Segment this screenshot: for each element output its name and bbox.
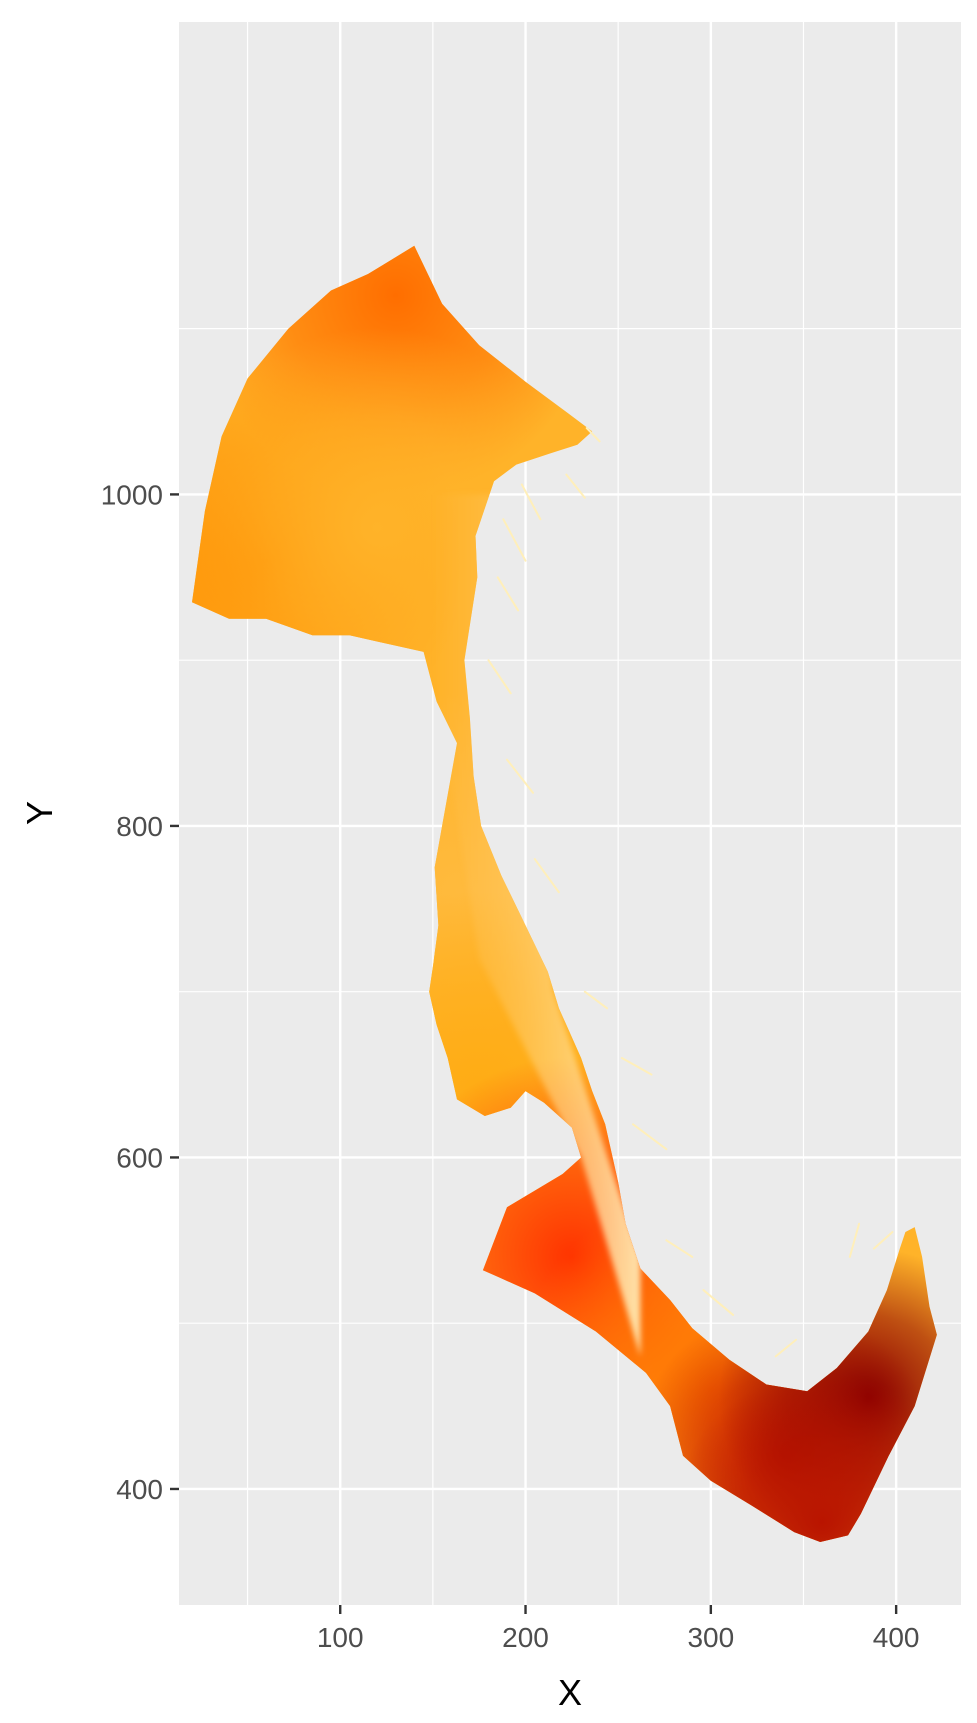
coastal-inlet <box>620 1056 653 1076</box>
coastal-inlet <box>702 1289 735 1316</box>
coastal-inlet <box>505 758 534 794</box>
y-tick-label: 1000 <box>101 479 163 510</box>
coastal-fringe <box>487 427 894 1358</box>
coastal-inlet <box>496 576 520 612</box>
x-tick-label: 100 <box>317 1622 364 1653</box>
coastal-inlet <box>665 1239 694 1258</box>
x-axis: 100 200 300 400 <box>317 1605 920 1653</box>
y-axis-title: Y <box>19 801 60 825</box>
coastal-inlet <box>632 1123 668 1151</box>
coastal-inlet <box>774 1338 798 1358</box>
y-axis: 400 600 800 1000 <box>101 479 179 1505</box>
y-tick-label: 800 <box>116 811 163 842</box>
coastal-inlet <box>533 858 560 894</box>
coastal-inlet <box>487 659 512 695</box>
coastal-inlet <box>565 473 586 499</box>
coastal-inlet <box>520 483 542 521</box>
x-tick-label: 400 <box>873 1622 920 1653</box>
x-axis-title: X <box>558 1672 582 1713</box>
coastal-inlet <box>585 427 601 443</box>
coastal-inlet <box>848 1222 861 1258</box>
plot-panel <box>179 22 961 1605</box>
x-tick-label: 200 <box>502 1622 549 1653</box>
coastal-inlet <box>872 1231 894 1250</box>
coastal-inlet <box>502 518 527 562</box>
coastal-inlet <box>583 990 609 1010</box>
x-tick-label: 300 <box>687 1622 734 1653</box>
y-tick-label: 600 <box>116 1142 163 1173</box>
y-tick-label: 400 <box>116 1474 163 1505</box>
